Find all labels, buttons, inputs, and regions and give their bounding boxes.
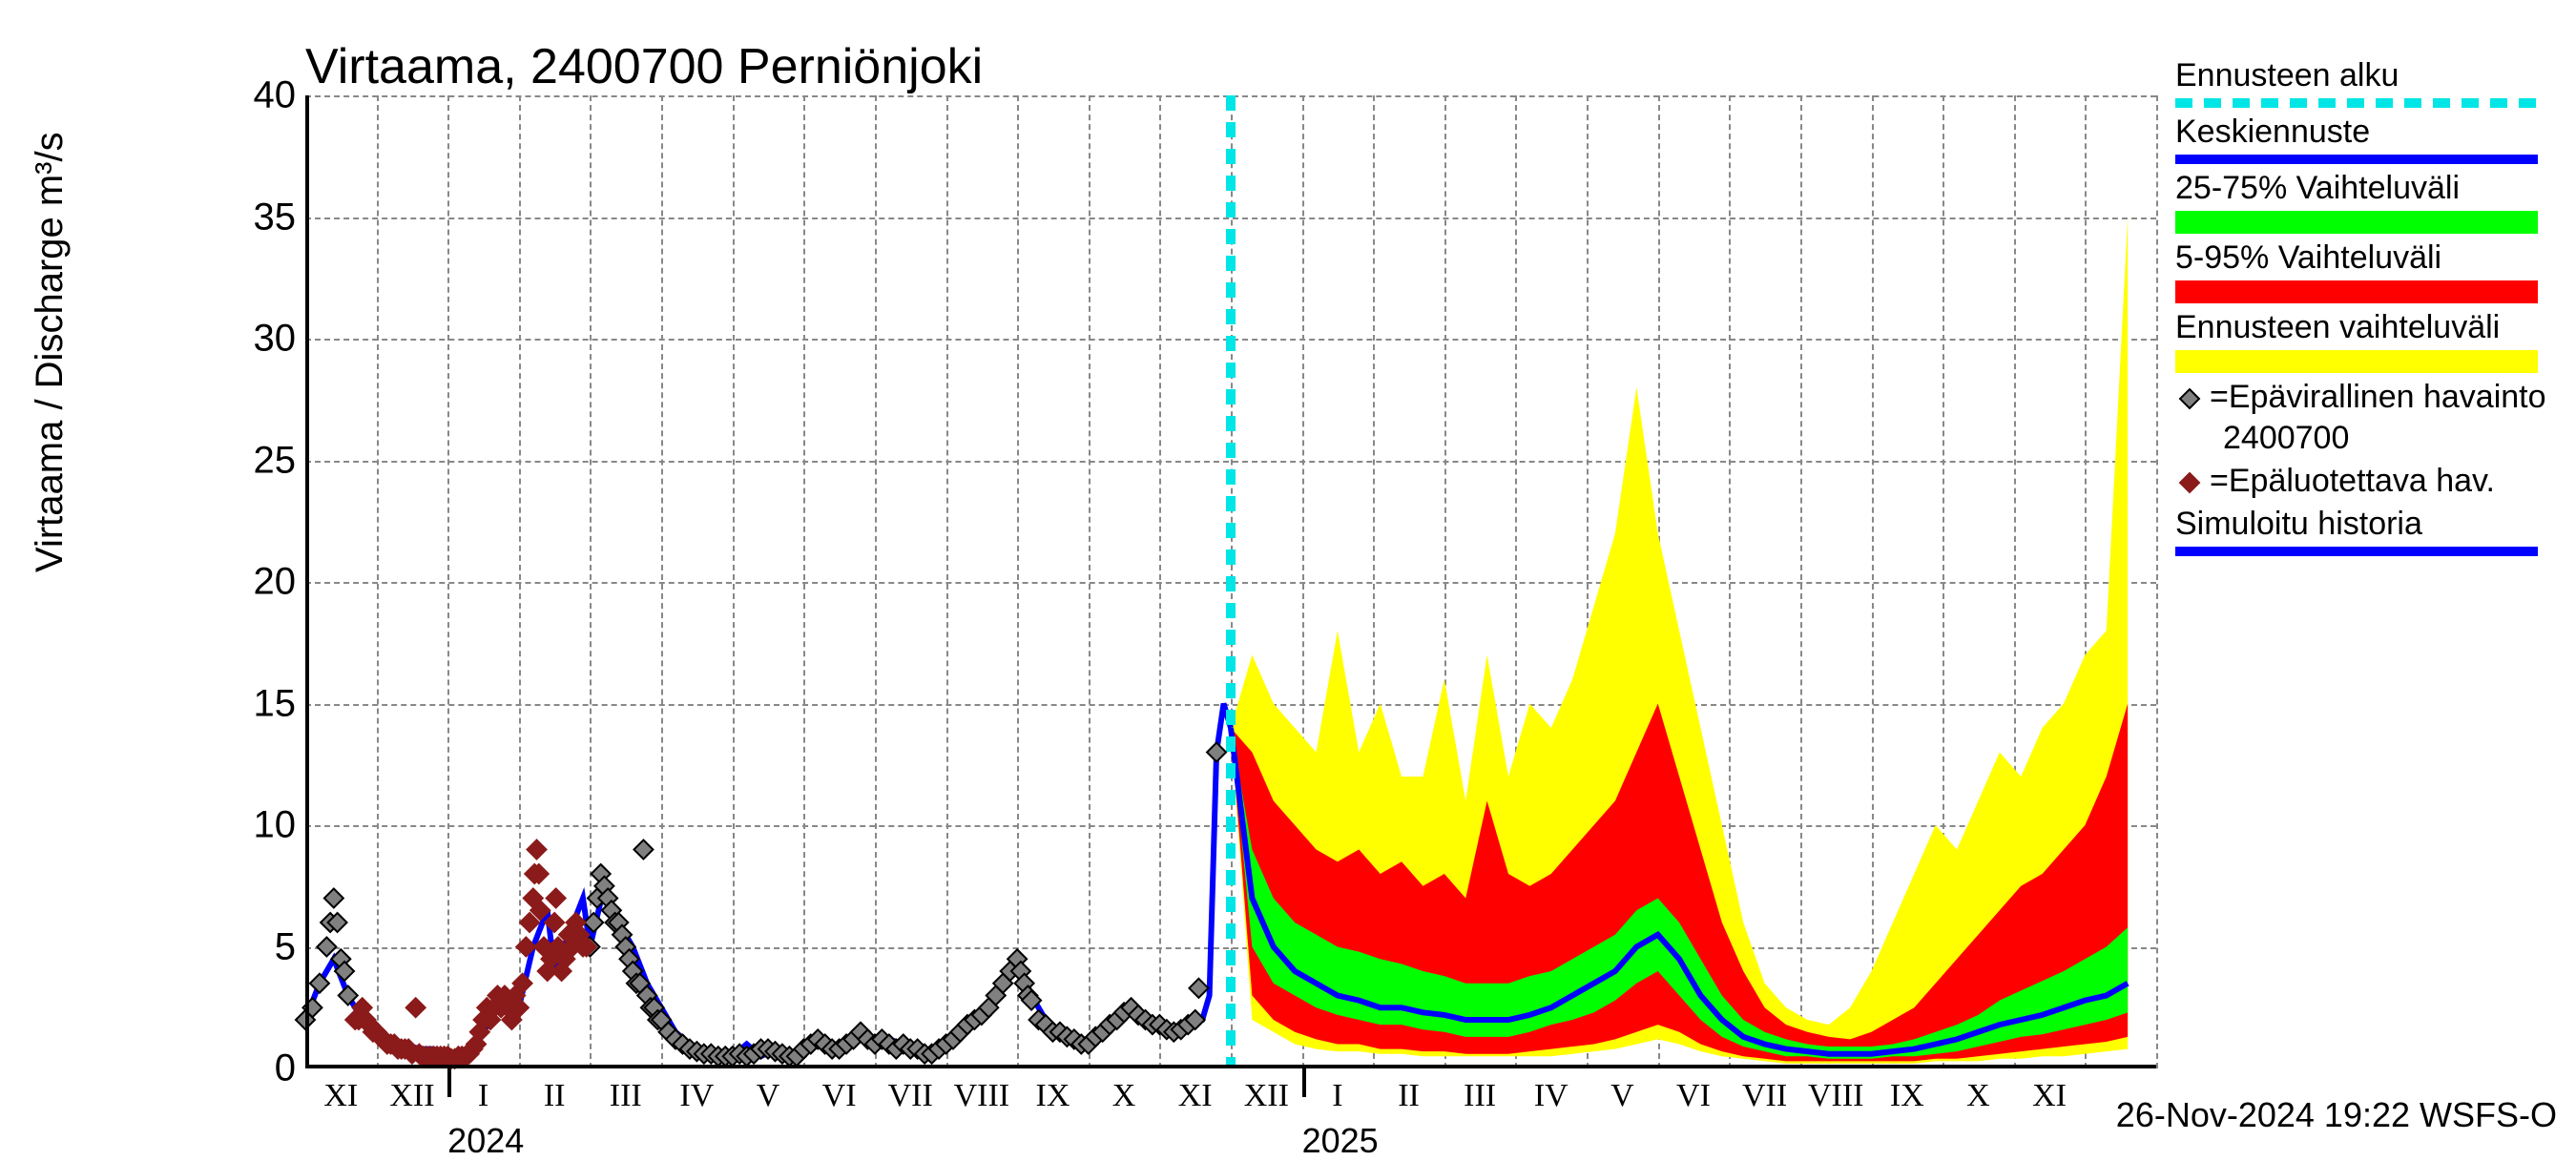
xtick-label: I [1332, 1078, 1342, 1114]
xtick-label: X [1112, 1078, 1136, 1114]
legend-item: Simuloitu historia [2175, 506, 2557, 556]
xtick-label: I [478, 1078, 488, 1114]
xtick-label: X [1966, 1078, 1990, 1114]
year-label: 2024 [447, 1121, 524, 1161]
xtick-label: IX [1036, 1078, 1070, 1114]
legend-item: Keskiennuste [2175, 114, 2557, 164]
xtick-label: VI [1676, 1078, 1711, 1114]
legend-item: =Epävirallinen havainto2400700 [2175, 379, 2557, 457]
y-axis-label: Virtaama / Discharge m³/s [29, 132, 72, 572]
xtick-label: III [610, 1078, 642, 1114]
xtick-label: VIII [954, 1078, 1010, 1114]
chart-title: Virtaama, 2400700 Perniönjoki [305, 38, 983, 95]
footer-timestamp: 26-Nov-2024 19:22 WSFS-O [2116, 1095, 2557, 1135]
xtick-label: VII [888, 1078, 933, 1114]
year-label: 2025 [1302, 1121, 1379, 1161]
xtick-label: III [1464, 1078, 1496, 1114]
xtick-label: XII [389, 1078, 434, 1114]
ytick-label: 30 [219, 318, 296, 361]
xtick-label: IV [679, 1078, 714, 1114]
legend-item: 25-75% Vaihteluväli [2175, 170, 2557, 234]
legend-item: =Epäluotettava hav. [2175, 463, 2557, 500]
ytick-label: 40 [219, 74, 296, 117]
xtick-label: II [1398, 1078, 1420, 1114]
xtick-label: XII [1244, 1078, 1289, 1114]
ytick-label: 5 [219, 925, 296, 968]
ytick-label: 35 [219, 196, 296, 238]
ytick-label: 10 [219, 804, 296, 847]
legend-item: 5-95% Vaihteluväli [2175, 239, 2557, 303]
ytick-label: 25 [219, 439, 296, 482]
xtick-label: VI [822, 1078, 857, 1114]
xtick-label: II [544, 1078, 566, 1114]
gridline-v [2156, 95, 2158, 1068]
xtick-label: VIII [1808, 1078, 1864, 1114]
xtick-label: XI [1178, 1078, 1213, 1114]
legend-item: Ennusteen alku [2175, 57, 2557, 108]
legend-item: Ennusteen vaihteluväli [2175, 309, 2557, 373]
xtick-label: V [1610, 1078, 1634, 1114]
xtick-label: IX [1890, 1078, 1924, 1114]
chart-container: Virtaama, 2400700 Perniönjoki Virtaama /… [0, 0, 2576, 1145]
xtick-label: IV [1534, 1078, 1568, 1114]
xtick-label: VII [1742, 1078, 1787, 1114]
legend: Ennusteen alku Keskiennuste 25-75% Vaihtel… [2175, 57, 2557, 562]
ytick-label: 0 [219, 1047, 296, 1090]
xtick-label: V [757, 1078, 780, 1114]
ytick-label: 20 [219, 561, 296, 604]
ytick-label: 15 [219, 682, 296, 725]
xtick-label: XI [323, 1078, 358, 1114]
xtick-label: XI [2032, 1078, 2067, 1114]
plot-border [305, 95, 2156, 1068]
